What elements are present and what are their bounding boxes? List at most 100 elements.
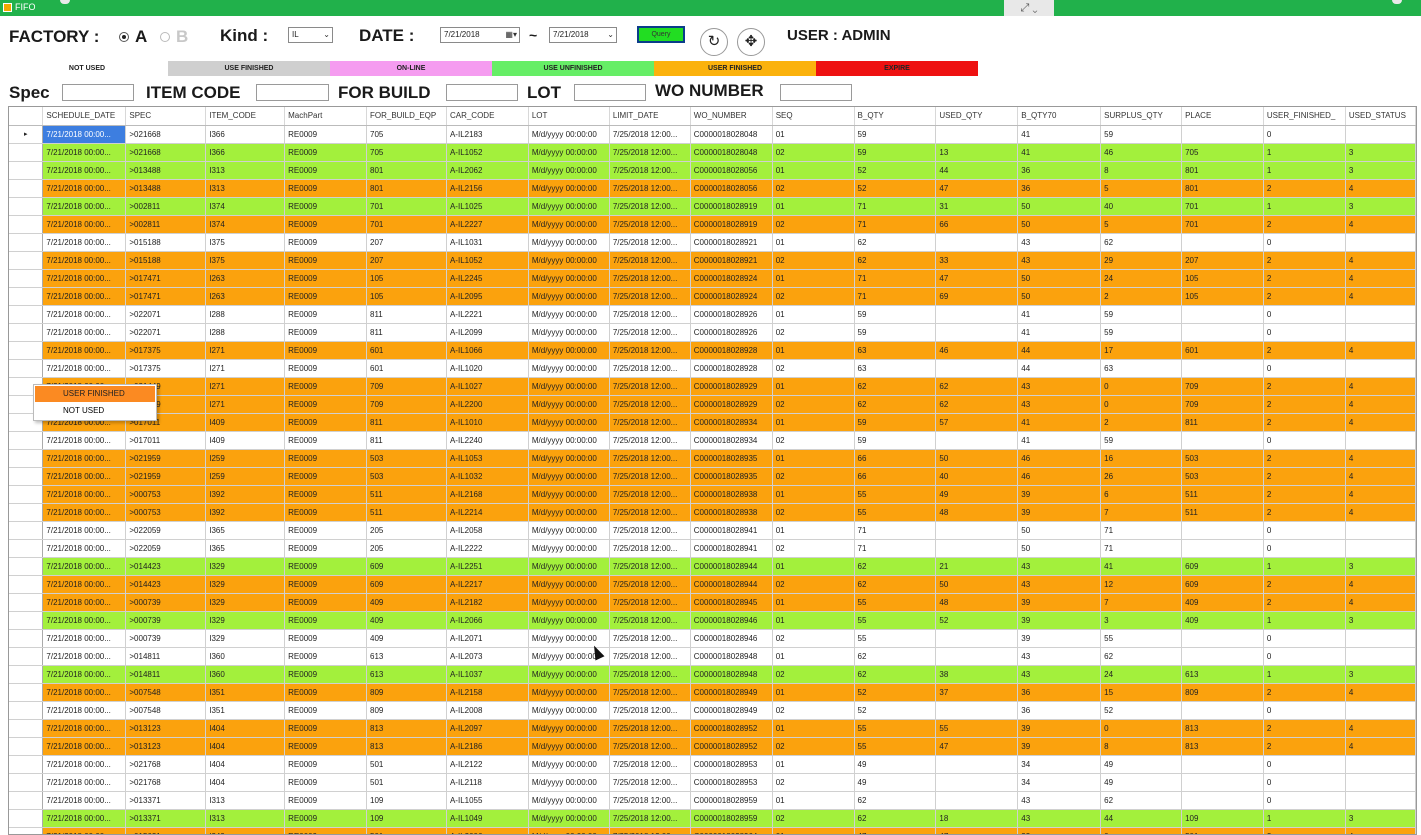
table-cell[interactable]: >022071 [125,305,207,324]
table-cell[interactable]: M/d/yyyy 00:00:00 [528,395,610,414]
table-cell[interactable]: 62 [935,395,1019,414]
table-cell[interactable]: 7/25/2018 12:00... [609,197,691,216]
table-cell[interactable]: I374 [205,197,286,216]
table-cell[interactable]: 7/21/2018 00:00... [42,287,127,306]
table-cell[interactable]: 1 [1263,809,1346,828]
table-cell[interactable]: 7/25/2018 12:00... [609,377,691,396]
table-cell[interactable]: 01 [772,827,855,834]
table-cell[interactable]: 511 [366,485,447,504]
table-cell[interactable]: 613 [366,665,447,684]
table-cell[interactable] [1181,539,1264,558]
table-cell[interactable]: I392 [205,485,286,504]
table-row[interactable]: 7/21/2018 00:00... >017375 I271 RE0009 601 A-… [9,359,1416,378]
table-cell[interactable]: 7/21/2018 00:00... [42,557,127,576]
table-row[interactable]: 7/21/2018 00:00... >022059 I365 RE0009 205 A-… [9,539,1416,558]
table-cell[interactable]: 59 [854,125,937,144]
table-cell[interactable]: 0 [1263,521,1346,540]
table-cell[interactable]: M/d/yyyy 00:00:00 [528,503,610,522]
table-cell[interactable]: 41 [1017,323,1102,342]
table-cell[interactable]: M/d/yyyy 00:00:00 [528,485,610,504]
table-cell[interactable]: RE0009 [284,413,367,432]
table-cell[interactable]: 49 [1100,755,1183,774]
table-cell[interactable]: >000753 [125,503,207,522]
table-cell[interactable]: A-IL2221 [446,305,529,324]
table-cell[interactable]: 709 [1181,377,1264,396]
row-header[interactable] [9,305,44,324]
table-cell[interactable]: M/d/yyyy 00:00:00 [528,215,610,234]
table-cell[interactable]: C0000018028944 [690,557,773,576]
table-cell[interactable]: RE0009 [284,503,367,522]
table-cell[interactable]: >013488 [125,161,207,180]
table-cell[interactable]: 12 [1100,575,1183,594]
table-cell[interactable] [935,359,1019,378]
table-cell[interactable]: A-IL2066 [446,611,529,630]
table-cell[interactable]: 809 [366,701,447,720]
table-cell[interactable]: 62 [854,557,937,576]
table-cell[interactable]: M/d/yyyy 00:00:00 [528,197,610,216]
table-row[interactable]: 7/21/2018 00:00... >013123 I404 RE0009 813 A-… [9,737,1416,756]
table-cell[interactable]: 109 [1181,809,1264,828]
table-cell[interactable]: C0000018028926 [690,305,773,324]
table-cell[interactable]: 49 [1100,773,1183,792]
table-cell[interactable]: 4 [1345,395,1416,414]
table-cell[interactable]: 71 [854,287,937,306]
row-header[interactable] [9,611,44,630]
table-cell[interactable]: RE0009 [284,377,367,396]
table-cell[interactable]: 50 [1017,197,1102,216]
table-cell[interactable]: M/d/yyyy 00:00:00 [528,431,610,450]
row-header[interactable] [9,179,44,198]
table-cell[interactable]: 26 [1100,467,1183,486]
table-cell[interactable]: 7 [1100,503,1183,522]
table-cell[interactable]: 2 [1263,269,1346,288]
menu-item-not-used[interactable]: NOT USED [63,406,105,415]
table-cell[interactable]: >007548 [125,701,207,720]
table-cell[interactable]: 41 [1017,125,1102,144]
table-cell[interactable]: >021768 [125,773,207,792]
wo-number-input[interactable] [780,84,852,101]
table-cell[interactable]: 109 [366,791,447,810]
table-cell[interactable]: I366 [205,143,286,162]
table-cell[interactable]: I351 [205,683,286,702]
table-cell[interactable]: 503 [1181,467,1264,486]
table-cell[interactable]: C0000018028935 [690,449,773,468]
table-cell[interactable]: I366 [205,125,286,144]
table-cell[interactable]: >015631 [125,827,207,834]
table-cell[interactable]: 18 [935,809,1019,828]
table-cell[interactable]: 7/21/2018 00:00... [42,143,127,162]
table-cell[interactable]: A-IL1031 [446,233,529,252]
table-cell[interactable]: 409 [366,629,447,648]
table-cell[interactable]: 02 [772,809,855,828]
table-cell[interactable] [1181,359,1264,378]
table-cell[interactable]: 7/25/2018 12:00... [609,755,691,774]
table-cell[interactable]: 63 [854,359,937,378]
table-cell[interactable]: I313 [205,179,286,198]
table-cell[interactable]: 5 [1100,179,1183,198]
table-cell[interactable]: C0000018028953 [690,755,773,774]
table-cell[interactable]: 801 [366,179,447,198]
table-cell[interactable]: 57 [935,413,1019,432]
table-cell[interactable]: 4 [1345,683,1416,702]
table-row[interactable]: 7/21/2018 00:00... >017471 I263 RE0009 105 A-… [9,269,1416,288]
table-cell[interactable]: 36 [1017,701,1102,720]
table-cell[interactable]: C0000018028938 [690,485,773,504]
table-cell[interactable]: 49 [854,773,937,792]
table-cell[interactable]: I271 [205,359,286,378]
table-cell[interactable]: M/d/yyyy 00:00:00 [528,809,610,828]
table-cell[interactable]: 7/21/2018 00:00... [42,611,127,630]
table-cell[interactable]: 48 [935,593,1019,612]
table-cell[interactable]: 7/25/2018 12:00... [609,449,691,468]
table-cell[interactable]: 01 [772,305,855,324]
table-cell[interactable]: 40 [935,467,1019,486]
table-cell[interactable]: C0000018028928 [690,341,773,360]
table-row[interactable]: 7/21/2018 00:00... >007548 I351 RE0009 809 A-… [9,701,1416,720]
table-cell[interactable]: 1 [1263,161,1346,180]
table-cell[interactable]: 7/21/2018 00:00... [42,341,127,360]
table-cell[interactable]: 47 [935,179,1019,198]
table-cell[interactable]: 52 [854,179,937,198]
table-cell[interactable]: I404 [205,719,286,738]
table-cell[interactable]: C0000018028952 [690,737,773,756]
column-header[interactable]: SCHEDULE_DATE [42,107,127,126]
table-cell[interactable]: A-IL2183 [446,125,529,144]
table-row[interactable]: 7/21/2018 00:00... >013371 I313 RE0009 109 A-… [9,809,1416,828]
table-cell[interactable]: 55 [854,737,937,756]
